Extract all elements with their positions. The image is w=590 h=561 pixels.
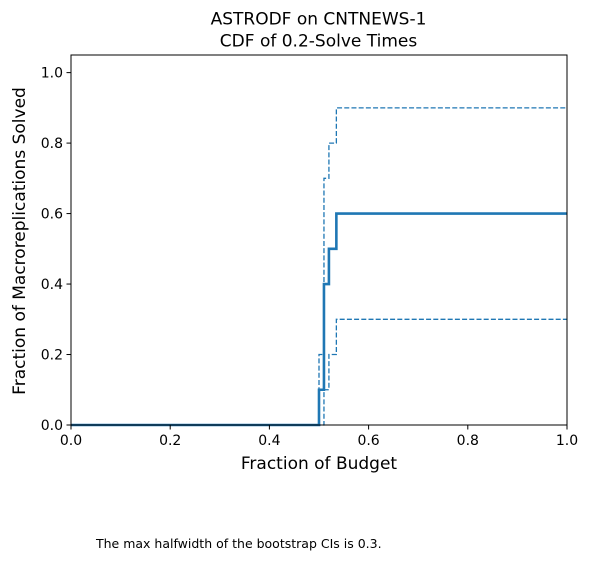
series-layer <box>71 107 567 427</box>
chart-subtitle: CDF of 0.2-Solve Times <box>220 32 418 52</box>
x-tick-label: 0.4 <box>258 433 280 449</box>
y-tick-label: 0.8 <box>41 136 63 152</box>
series-line-lower-ci <box>71 318 567 426</box>
y-tick-label: 1.0 <box>41 66 63 82</box>
x-tick-label: 1.0 <box>556 433 578 449</box>
x-axis-label: Fraction of Budget <box>241 454 398 474</box>
x-tick-label: 0.0 <box>60 433 82 449</box>
y-tick-label: 0.4 <box>41 277 63 293</box>
series-line-estimate <box>71 212 567 427</box>
y-axis-label: Fraction of Macroreplications Solved <box>10 87 30 395</box>
x-tick-label: 0.2 <box>159 433 181 449</box>
series-line-upper-ci <box>71 107 567 426</box>
x-tick-label: 0.8 <box>457 433 479 449</box>
ticks-layer: 0.0 0.2 0.4 0.6 0.8 1.0 0.0 0.2 0.4 0.6 0.8 1.0 <box>41 66 578 449</box>
plot-frame <box>70 54 568 426</box>
y-tick-label: 0.0 <box>41 418 63 434</box>
y-tick-label: 0.2 <box>41 348 63 364</box>
bootstrap-ci-footnote: The max halfwidth of the bootstrap CIs i… <box>96 536 382 551</box>
x-tick-label: 0.6 <box>357 433 379 449</box>
y-tick-label: 0.6 <box>41 207 63 223</box>
chart-title: ASTRODF on CNTNEWS-1 <box>211 10 427 30</box>
